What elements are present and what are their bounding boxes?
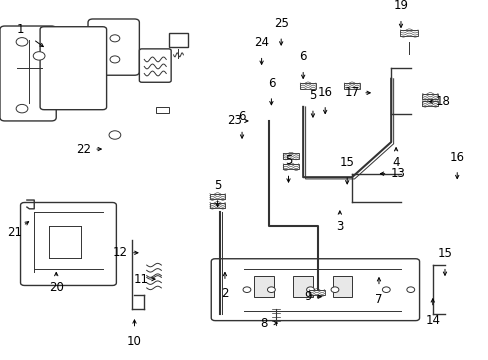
Text: 5: 5 xyxy=(284,154,292,167)
FancyBboxPatch shape xyxy=(40,27,106,110)
Text: 5: 5 xyxy=(308,89,316,102)
Bar xyxy=(308,290,324,295)
Text: 23: 23 xyxy=(226,114,241,127)
FancyBboxPatch shape xyxy=(0,26,56,121)
Circle shape xyxy=(306,287,314,293)
Bar xyxy=(254,276,273,297)
Bar xyxy=(422,94,437,99)
Circle shape xyxy=(33,52,45,60)
Circle shape xyxy=(406,287,414,293)
Text: 1: 1 xyxy=(16,23,24,36)
Circle shape xyxy=(382,287,389,293)
Text: 21: 21 xyxy=(7,225,21,239)
Text: 10: 10 xyxy=(127,335,142,348)
Text: 5: 5 xyxy=(213,179,221,192)
Bar xyxy=(283,164,298,170)
Circle shape xyxy=(16,37,28,46)
Text: 7: 7 xyxy=(374,293,382,306)
Bar xyxy=(168,33,188,47)
Text: 25: 25 xyxy=(273,17,288,30)
Text: 22: 22 xyxy=(76,143,90,156)
Text: 4: 4 xyxy=(391,156,399,169)
Text: 11: 11 xyxy=(134,273,148,285)
Text: 14: 14 xyxy=(425,314,439,327)
Circle shape xyxy=(330,287,338,293)
Bar xyxy=(300,83,315,89)
Text: 2: 2 xyxy=(221,287,228,300)
FancyBboxPatch shape xyxy=(88,19,139,75)
Bar xyxy=(344,83,359,89)
Bar xyxy=(422,100,437,106)
Text: 3: 3 xyxy=(335,220,343,233)
Circle shape xyxy=(109,131,121,139)
Text: 9: 9 xyxy=(303,290,311,303)
Bar xyxy=(209,194,225,199)
Text: 19: 19 xyxy=(393,0,407,13)
Circle shape xyxy=(110,35,120,42)
Text: 6: 6 xyxy=(238,110,245,123)
Circle shape xyxy=(110,56,120,63)
Text: 24: 24 xyxy=(254,36,268,49)
FancyBboxPatch shape xyxy=(20,203,116,285)
Text: 6: 6 xyxy=(267,77,275,90)
Bar xyxy=(283,153,298,159)
Text: 18: 18 xyxy=(435,95,449,108)
Bar xyxy=(293,276,312,297)
FancyBboxPatch shape xyxy=(139,49,171,82)
Text: 20: 20 xyxy=(49,281,63,294)
Bar xyxy=(156,107,168,113)
Text: 12: 12 xyxy=(112,246,127,259)
FancyBboxPatch shape xyxy=(211,259,419,321)
Bar xyxy=(332,276,351,297)
Bar xyxy=(400,30,417,36)
Text: 13: 13 xyxy=(390,167,405,180)
Text: 8: 8 xyxy=(259,316,267,330)
Bar xyxy=(209,203,225,208)
Text: 17: 17 xyxy=(344,86,359,99)
Circle shape xyxy=(243,287,250,293)
Text: 15: 15 xyxy=(339,156,354,169)
Text: 6: 6 xyxy=(299,50,306,63)
Circle shape xyxy=(16,104,28,113)
Text: 15: 15 xyxy=(437,247,451,260)
Circle shape xyxy=(267,287,275,293)
Text: 16: 16 xyxy=(317,86,332,99)
Text: 16: 16 xyxy=(449,150,464,164)
